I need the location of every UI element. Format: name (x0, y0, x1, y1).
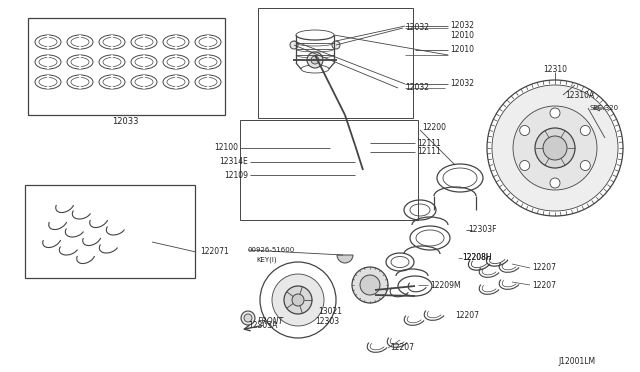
Text: 12209M: 12209M (430, 280, 461, 289)
Text: 12314E: 12314E (220, 157, 248, 167)
Bar (28, 18, 225, 115)
Text: 12207: 12207 (455, 311, 479, 320)
Text: 12032: 12032 (450, 80, 474, 89)
Circle shape (550, 108, 560, 118)
Circle shape (311, 56, 319, 64)
Bar (25, 185, 195, 278)
Text: 12207: 12207 (532, 280, 556, 289)
Wedge shape (337, 255, 353, 263)
Text: SEC.320: SEC.320 (590, 105, 619, 111)
Circle shape (535, 128, 575, 168)
Text: 12310A: 12310A (565, 90, 595, 99)
Text: 12111: 12111 (417, 148, 441, 157)
Circle shape (332, 41, 340, 49)
Circle shape (580, 160, 590, 170)
Circle shape (360, 275, 380, 295)
Circle shape (272, 274, 324, 326)
Text: 12303: 12303 (315, 317, 339, 327)
Text: FRONT: FRONT (258, 317, 284, 327)
Text: 12111: 12111 (417, 138, 441, 148)
Text: 12208H: 12208H (462, 253, 492, 263)
Circle shape (580, 125, 590, 135)
Text: 122071: 122071 (200, 247, 228, 257)
Circle shape (352, 267, 388, 303)
Circle shape (290, 41, 298, 49)
Text: 12303A: 12303A (248, 321, 277, 330)
Bar (258, 8, 413, 118)
Circle shape (307, 52, 323, 68)
Text: 12032: 12032 (405, 83, 429, 93)
Circle shape (550, 178, 560, 188)
Text: 12310: 12310 (543, 65, 567, 74)
Text: 12010: 12010 (450, 45, 474, 55)
Text: 12200: 12200 (422, 124, 446, 132)
Text: J12001LM: J12001LM (558, 357, 595, 366)
Text: 12032: 12032 (405, 23, 429, 32)
Text: 12109: 12109 (224, 170, 248, 180)
Circle shape (292, 294, 304, 306)
Circle shape (520, 125, 530, 135)
Text: 12032: 12032 (450, 22, 474, 31)
Text: 12033: 12033 (112, 118, 138, 126)
Circle shape (244, 314, 252, 322)
Circle shape (284, 286, 312, 314)
Bar (240, 120, 418, 220)
Circle shape (241, 311, 255, 325)
Text: 13021: 13021 (318, 308, 342, 317)
Circle shape (492, 85, 618, 211)
Text: 00926-51600: 00926-51600 (248, 247, 295, 253)
Text: 12208H: 12208H (462, 253, 492, 263)
Text: 12207: 12207 (390, 343, 414, 353)
Text: 12100: 12100 (214, 144, 238, 153)
Circle shape (543, 136, 567, 160)
Circle shape (520, 160, 530, 170)
Text: 12207: 12207 (532, 263, 556, 273)
Circle shape (513, 106, 597, 190)
Text: 12010: 12010 (450, 31, 474, 39)
Text: 12303F: 12303F (468, 225, 497, 234)
Text: KEY(I): KEY(I) (256, 257, 276, 263)
